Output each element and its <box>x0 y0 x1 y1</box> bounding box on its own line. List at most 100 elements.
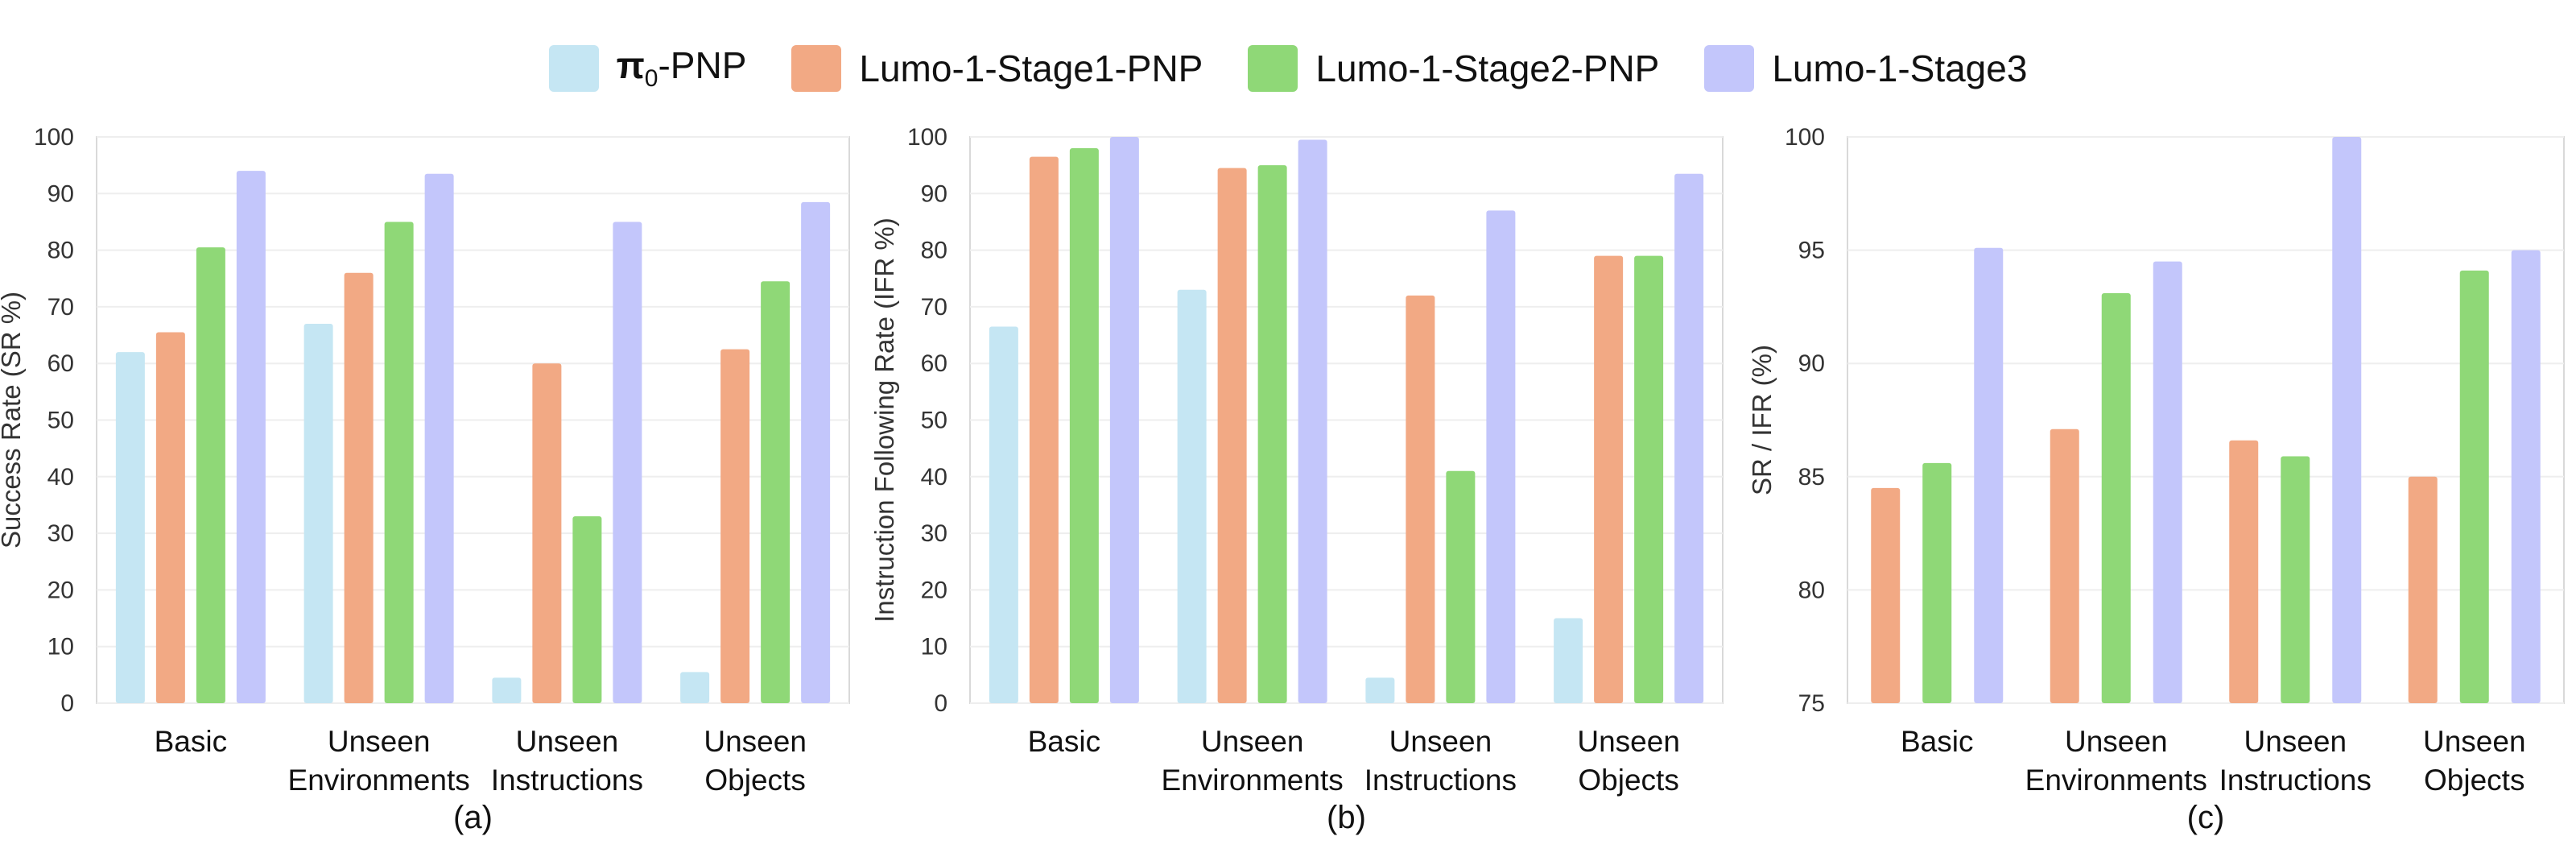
chart-2-category-label: Unseen <box>1389 725 1492 758</box>
chart-1-bar-lumo-1-stage2-pnp <box>572 516 602 703</box>
chart-1-category-label: Instructions <box>491 764 643 797</box>
chart-3-y-tick-label: 95 <box>1798 238 1825 264</box>
chart-2-bar-lumo-1-stage2-pnp <box>1069 148 1099 703</box>
chart-2-y-tick-label: 80 <box>921 238 947 264</box>
chart-2-bar-lumo-1-stage3 <box>1298 139 1327 703</box>
chart-1-bar-lumo-1-stage3 <box>236 171 266 703</box>
chart-2-bar-lumo-1-stage1-pnp <box>1217 168 1247 704</box>
chart-2-y-tick-label: 10 <box>921 634 947 660</box>
chart-2-y-tick-label: 50 <box>921 408 947 434</box>
chart-1-y-tick-label: 30 <box>47 520 74 547</box>
chart-2-y-tick-label: 30 <box>921 520 947 547</box>
chart-1-category-label: Unseen <box>328 725 431 758</box>
legend-swatch-stage3 <box>1704 45 1755 92</box>
chart-1-bar-lumo-1-stage3 <box>424 173 454 703</box>
chart-1-y-tick-label: 10 <box>47 634 74 660</box>
chart-1-bar--0-pnp <box>115 352 145 703</box>
chart-2-y-tick-label: 100 <box>907 124 947 151</box>
chart-2-category-label: Basic <box>1028 725 1100 758</box>
chart-3-plot-frame <box>1847 136 2565 704</box>
chart-2-y-tick-label: 60 <box>921 350 947 377</box>
chart-1-bar-lumo-1-stage2-pnp <box>761 281 791 703</box>
chart-3-category-label: Environments <box>2025 764 2207 797</box>
chart-3-bar-lumo-1-stage3 <box>2153 261 2182 703</box>
chart-3-y-axis-label: SR / IFR (%) <box>1747 345 1777 495</box>
chart-3-bar-lumo-1-stage3 <box>2332 137 2362 703</box>
legend-label-stage1: Lumo-1-Stage1-PNP <box>859 48 1203 89</box>
chart-3-bar-lumo-1-stage2-pnp <box>2459 270 2489 704</box>
chart-2-category-label: Unseen <box>1577 725 1680 758</box>
chart-3-category-label: Unseen <box>2423 725 2526 758</box>
chart-2-bar-lumo-1-stage3 <box>1486 210 1516 703</box>
chart-2-bar-lumo-1-stage3 <box>1674 173 1704 703</box>
chart-1-y-tick-label: 40 <box>47 464 74 491</box>
chart-1-bar-lumo-1-stage1-pnp <box>344 272 374 704</box>
chart-2-caption: (b) <box>1327 800 1366 835</box>
chart-3-y-tick-label: 100 <box>1785 124 1825 151</box>
chart-2-y-tick-label: 20 <box>921 577 947 603</box>
chart-1-bar-lumo-1-stage1-pnp <box>720 349 750 703</box>
chart-2-bar--0-pnp <box>1365 677 1395 703</box>
chart-3-category-label: Objects <box>2424 764 2524 797</box>
chart-3-y-tick-label: 90 <box>1798 350 1825 377</box>
chart-2-category-label: Objects <box>1578 764 1678 797</box>
chart-1-bar-lumo-1-stage1-pnp <box>155 332 185 703</box>
chart-3-bar-lumo-1-stage3 <box>2511 250 2541 704</box>
chart-2-bar--0-pnp <box>1177 289 1207 703</box>
chart-3-bar-lumo-1-stage1-pnp <box>2229 440 2259 703</box>
chart-2-bar-lumo-1-stage1-pnp <box>1029 156 1059 704</box>
chart-3-category-label: Unseen <box>2065 725 2168 758</box>
chart-2-bar-lumo-1-stage2-pnp <box>1446 470 1476 703</box>
chart-3-y-tick-label: 75 <box>1798 690 1825 717</box>
chart-1-category-label: Unseen <box>516 725 619 758</box>
legend-swatch-stage1 <box>791 45 842 92</box>
legend-item-stage1: Lumo-1-Stage1-PNP <box>791 45 1203 92</box>
chart-1-y-axis-label: Success Rate (SR %) <box>0 292 26 549</box>
chart-2-bar-lumo-1-stage2-pnp <box>1257 165 1287 703</box>
chart-2-y-tick-label: 40 <box>921 464 947 491</box>
chart-1-category-label: Objects <box>704 764 805 797</box>
chart-1-y-tick-label: 80 <box>47 238 74 264</box>
chart-2-y-axis-label: Instruction Following Rate (IFR %) <box>869 217 899 623</box>
chart-1-category-label: Unseen <box>704 725 807 758</box>
chart-3-bar-lumo-1-stage3 <box>1974 247 2004 704</box>
legend-swatch-stage2 <box>1248 45 1298 92</box>
legend-item-stage2: Lumo-1-Stage2-PNP <box>1248 45 1659 92</box>
legend-label-stage2: Lumo-1-Stage2-PNP <box>1315 48 1660 89</box>
legend-item-pi0-pnp: π0-PNP <box>548 43 746 93</box>
chart-3-category-label: Unseen <box>2244 725 2347 758</box>
chart-2-bar--0-pnp <box>989 326 1018 703</box>
chart-1-y-tick-label: 90 <box>47 180 74 207</box>
chart-3-caption: (c) <box>2187 800 2225 835</box>
chart-3-bar-lumo-1-stage2-pnp <box>2281 456 2310 703</box>
chart-3-bar-lumo-1-stage1-pnp <box>2408 476 2438 703</box>
chart-1-bar-lumo-1-stage2-pnp <box>196 247 225 704</box>
chart-2-bar-lumo-1-stage2-pnp <box>1634 255 1664 703</box>
chart-3-bar-lumo-1-stage1-pnp <box>2050 428 2079 703</box>
chart-2-bar-lumo-1-stage1-pnp <box>1594 255 1624 703</box>
legend-label-stage3: Lumo-1-Stage3 <box>1772 48 2028 89</box>
chart-2-y-tick-label: 90 <box>921 180 947 207</box>
chart-legend: π0-PNP Lumo-1-Stage1-PNP Lumo-1-Stage2-P… <box>0 32 2576 105</box>
chart-3-y-tick-label: 80 <box>1798 577 1825 603</box>
chart-2-category-label: Instructions <box>1364 764 1517 797</box>
chart-1-y-tick-label: 0 <box>60 690 74 717</box>
chart-3-category-label: Instructions <box>2219 764 2372 797</box>
chart-2-bar--0-pnp <box>1554 618 1583 703</box>
legend-item-stage3: Lumo-1-Stage3 <box>1704 45 2027 92</box>
chart-3-bar-lumo-1-stage2-pnp <box>1922 462 1952 703</box>
chart-1-y-tick-label: 50 <box>47 408 74 434</box>
chart-1-bar--0-pnp <box>303 323 333 703</box>
chart-1-y-tick-label: 60 <box>47 350 74 377</box>
chart-1-y-tick-label: 20 <box>47 577 74 603</box>
chart-1-bar--0-pnp <box>492 677 522 703</box>
chart-1-caption: (a) <box>453 800 493 835</box>
chart-1-bar-lumo-1-stage3 <box>613 221 642 703</box>
chart-1-y-tick-label: 100 <box>34 124 74 151</box>
chart-1-bar--0-pnp <box>680 672 710 703</box>
chart-2-y-tick-label: 0 <box>934 690 947 717</box>
chart-1-bar-lumo-1-stage2-pnp <box>384 221 414 703</box>
chart-1-y-tick-label: 70 <box>47 294 74 321</box>
chart-3-bar-lumo-1-stage2-pnp <box>2101 293 2131 703</box>
